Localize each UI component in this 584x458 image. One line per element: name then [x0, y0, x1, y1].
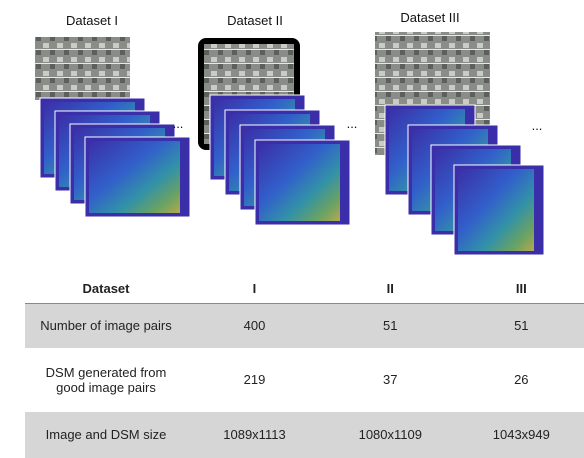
- header-cell: I: [187, 273, 322, 304]
- row-label: Image and DSM size: [25, 412, 187, 458]
- dsm-content: [458, 169, 534, 251]
- header-cell: Dataset: [25, 273, 187, 304]
- table-cell: 37: [322, 348, 459, 412]
- panel-label: Dataset III: [400, 10, 459, 25]
- header-cell: III: [459, 273, 584, 304]
- panel-label: Dataset II: [227, 13, 283, 28]
- table-cell: 51: [322, 304, 459, 348]
- ellipsis: ...: [173, 116, 184, 131]
- figure: Dataset I... Dataset II... Dataset III...: [0, 0, 584, 270]
- row-label: DSM generated from good image pairs: [25, 348, 187, 412]
- row-label: Number of image pairs: [25, 304, 187, 348]
- table-cell: 51: [459, 304, 584, 348]
- dsm-content: [259, 144, 340, 221]
- table-cell: 1043x949: [459, 412, 584, 458]
- table-cell: 219: [187, 348, 322, 412]
- panel-label: Dataset I: [66, 13, 118, 28]
- table-cell: 400: [187, 304, 322, 348]
- table-cell: 1080x1109: [322, 412, 459, 458]
- table-cell: 1089x1113: [187, 412, 322, 458]
- header-cell: II: [322, 273, 459, 304]
- dsm-content: [89, 141, 180, 213]
- aerial-image: [35, 37, 130, 100]
- ellipsis: ...: [347, 116, 358, 131]
- table-cell: 26: [459, 348, 584, 412]
- page: Dataset I...Dataset II...Dataset III... …: [0, 0, 584, 458]
- ellipsis: ...: [532, 118, 543, 133]
